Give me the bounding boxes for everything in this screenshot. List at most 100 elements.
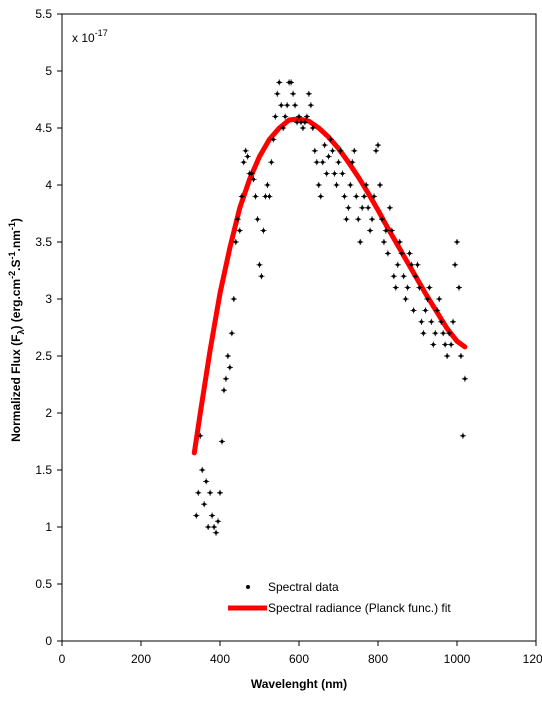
data-point — [376, 182, 383, 188]
data-point — [457, 353, 464, 359]
data-point — [420, 330, 427, 337]
data-point — [410, 307, 417, 314]
data-point — [254, 216, 261, 223]
data-point — [440, 330, 447, 337]
data-point — [250, 176, 257, 183]
data-point — [438, 318, 445, 325]
data-point — [197, 432, 204, 439]
data-point — [220, 387, 227, 394]
data-point — [230, 296, 237, 302]
y-tick-label: 5.5 — [35, 7, 52, 21]
data-point — [329, 147, 336, 154]
legend-label-spectral-data: Spectral data — [268, 580, 339, 594]
x-axis-ticks: 0 200 400 600 800 1000 1200 — [59, 641, 542, 666]
data-point — [349, 159, 356, 166]
x-axis-title: Wavelenght (nm) — [251, 677, 347, 691]
data-point — [215, 518, 222, 525]
data-point — [335, 159, 342, 166]
data-point — [382, 227, 389, 234]
y-tick-label: 3 — [45, 292, 52, 306]
data-point — [217, 489, 223, 496]
data-point — [388, 227, 395, 234]
data-point — [256, 261, 263, 268]
data-point — [207, 489, 214, 496]
data-point — [442, 341, 449, 348]
data-point — [325, 153, 332, 160]
data-point — [343, 216, 350, 223]
data-point — [394, 261, 401, 268]
data-point — [359, 204, 366, 211]
data-point — [193, 512, 200, 519]
y-tick-label: 0.5 — [35, 577, 52, 591]
data-point — [452, 261, 459, 268]
y-tick-label: 0 — [45, 634, 52, 648]
data-point — [238, 193, 245, 200]
data-point — [347, 182, 354, 188]
data-point — [353, 193, 360, 200]
data-point — [327, 136, 334, 143]
data-point — [228, 330, 235, 337]
x-tick-label: 400 — [210, 652, 230, 666]
y-tick-label: 1 — [45, 520, 52, 534]
data-point — [201, 501, 208, 508]
fit-line-layer — [191, 116, 468, 456]
data-point — [331, 170, 338, 177]
data-point — [363, 182, 370, 188]
data-point — [284, 102, 291, 109]
data-point — [203, 478, 210, 485]
plot-area — [61, 13, 537, 642]
data-point — [426, 284, 433, 291]
legend: Spectral data Spectral radiance (Planck … — [228, 580, 451, 615]
data-point — [390, 273, 397, 280]
data-point — [213, 529, 220, 536]
data-point — [226, 364, 233, 371]
data-point — [240, 159, 247, 166]
data-point — [268, 159, 275, 166]
data-point — [232, 239, 239, 245]
data-point — [319, 159, 326, 166]
data-point — [444, 353, 451, 359]
data-point — [224, 353, 231, 359]
data-point — [252, 193, 259, 200]
data-point — [446, 330, 453, 337]
data-point — [406, 250, 413, 257]
data-point — [371, 193, 378, 200]
data-point — [218, 438, 225, 445]
data-point — [290, 90, 297, 97]
data-point — [378, 216, 385, 223]
data-point — [305, 90, 312, 97]
data-point — [313, 159, 320, 166]
data-point — [296, 113, 302, 120]
data-point — [211, 524, 218, 530]
data-point — [345, 204, 352, 211]
y-tick-label: 4.5 — [35, 121, 52, 135]
data-point — [424, 296, 431, 302]
data-point — [303, 113, 310, 120]
data-point — [234, 216, 241, 223]
data-point — [369, 216, 376, 223]
data-point — [430, 341, 437, 348]
y-axis-title: Normalized Flux (Fλ) (erg.cm-2.S-1.nm-1) — [7, 218, 26, 442]
x-tick-label: 0 — [59, 652, 66, 666]
data-point — [307, 102, 314, 109]
data-point — [264, 182, 271, 188]
data-point — [398, 250, 405, 257]
data-point — [209, 512, 216, 519]
data-point — [361, 193, 368, 200]
data-point — [432, 330, 439, 337]
data-point — [236, 227, 243, 234]
x-tick-label: 800 — [368, 652, 388, 666]
data-point — [373, 147, 380, 154]
y-axis-ticks: 0 0.5 1 1.5 2 2.5 3 3.5 4 4.5 5 5.5 — [35, 7, 62, 648]
data-point — [461, 375, 468, 382]
data-point — [455, 284, 462, 291]
data-point — [280, 125, 287, 131]
data-point — [337, 147, 344, 154]
legend-marker-spectral-data — [246, 585, 250, 589]
data-point — [333, 182, 340, 188]
data-point — [365, 204, 372, 211]
data-point — [386, 204, 393, 211]
data-point — [321, 142, 328, 149]
y-tick-label: 3.5 — [35, 235, 52, 249]
